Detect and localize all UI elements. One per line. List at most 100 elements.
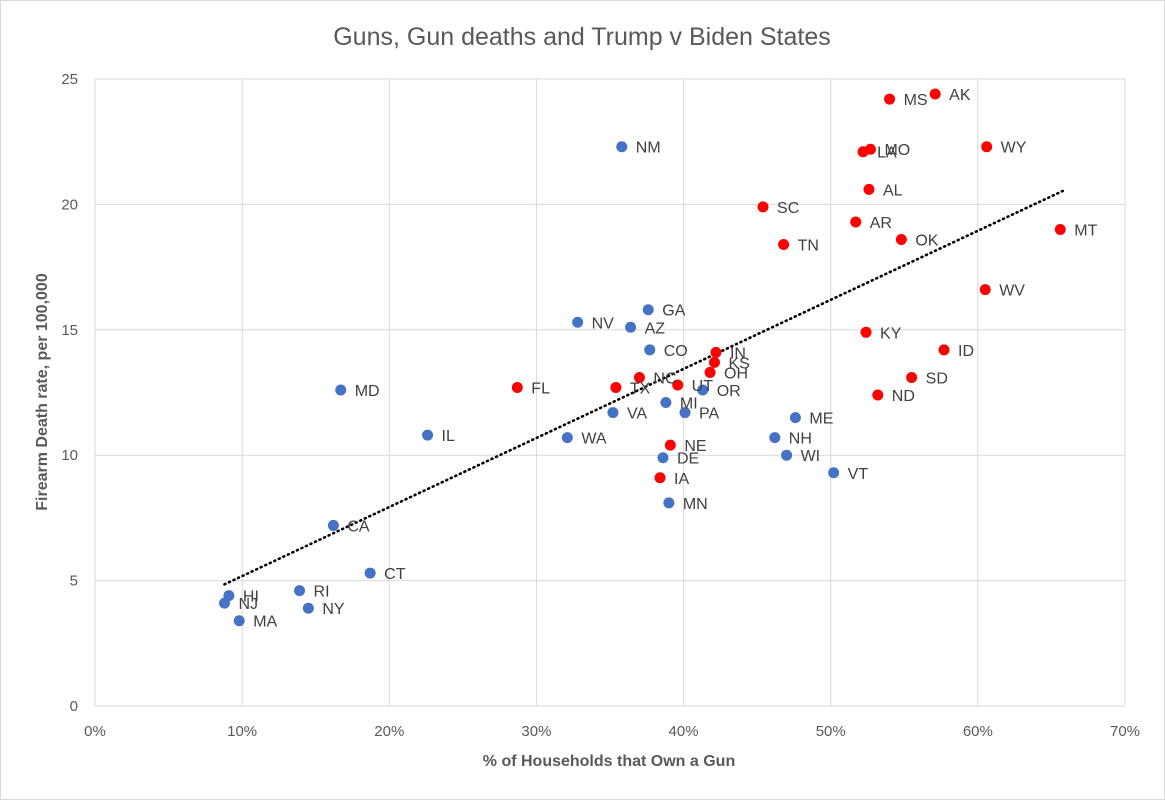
data-label-fl: FL bbox=[531, 380, 550, 397]
data-label-ga: GA bbox=[662, 303, 685, 320]
data-point-mt bbox=[1054, 223, 1066, 235]
data-point-nc bbox=[633, 371, 645, 383]
data-point-tn bbox=[778, 239, 790, 251]
trendline bbox=[223, 188, 1068, 586]
data-label-ct: CT bbox=[384, 566, 406, 583]
data-point-wa bbox=[561, 432, 573, 444]
data-point-id bbox=[938, 344, 950, 356]
data-point-az bbox=[625, 321, 637, 333]
x-axis-label: % of Households that Own a Gun bbox=[483, 753, 735, 770]
y-axis-ticks: 0 5 10 15 20 25 bbox=[61, 71, 78, 715]
data-label-tx: TX bbox=[630, 380, 651, 397]
data-label-mn: MN bbox=[683, 496, 708, 513]
data-label-va: VA bbox=[627, 406, 647, 423]
data-label-ma: MA bbox=[253, 614, 277, 631]
data-label-or: OR bbox=[717, 383, 741, 400]
x-tick-label: 30% bbox=[521, 723, 551, 740]
data-label-ak: AK bbox=[949, 87, 971, 104]
data-label-ny: NY bbox=[322, 601, 345, 618]
y-axis-label: Firearm Death rate, per 100,000 bbox=[34, 273, 51, 511]
data-label-ri: RI bbox=[314, 584, 330, 601]
data-label-nd: ND bbox=[892, 388, 915, 405]
data-point-ar bbox=[850, 216, 862, 228]
data-point-nm bbox=[616, 141, 628, 153]
data-point-va bbox=[607, 407, 619, 419]
data-point-ok bbox=[895, 234, 907, 246]
data-point-oh bbox=[704, 366, 716, 378]
data-label-nj: NJ bbox=[238, 596, 258, 613]
data-point-ut bbox=[672, 379, 684, 391]
data-label-pa: PA bbox=[699, 406, 719, 423]
data-label-wv: WV bbox=[999, 283, 1025, 300]
data-point-md bbox=[335, 384, 347, 396]
data-label-ne: NE bbox=[684, 438, 706, 455]
data-label-az: AZ bbox=[645, 320, 666, 337]
y-tick-label: 0 bbox=[70, 698, 78, 715]
data-point-mi bbox=[660, 397, 672, 409]
data-label-vt: VT bbox=[848, 466, 869, 483]
data-point-wv bbox=[979, 284, 991, 296]
data-point-nd bbox=[872, 389, 884, 401]
data-points bbox=[218, 88, 1066, 627]
data-label-co: CO bbox=[664, 343, 688, 360]
data-label-il: IL bbox=[442, 428, 455, 445]
data-label-la: LA bbox=[877, 145, 897, 162]
data-label-mt: MT bbox=[1074, 222, 1097, 239]
data-point-ks bbox=[708, 356, 720, 368]
data-point-me bbox=[789, 412, 801, 424]
data-point-il bbox=[422, 429, 434, 441]
data-point-de bbox=[657, 452, 669, 464]
data-label-ms: MS bbox=[904, 92, 928, 109]
y-tick-label: 10 bbox=[61, 447, 78, 464]
data-label-mi: MI bbox=[680, 396, 698, 413]
data-point-wy bbox=[981, 141, 993, 153]
data-point-ky bbox=[860, 326, 872, 338]
data-point-ny bbox=[302, 602, 314, 614]
y-tick-label: 5 bbox=[70, 573, 78, 590]
trendline-layer bbox=[223, 188, 1068, 586]
data-point-co bbox=[644, 344, 656, 356]
data-label-wy: WY bbox=[1001, 140, 1027, 157]
data-point-ia bbox=[654, 472, 666, 484]
data-point-in bbox=[710, 346, 722, 358]
x-tick-label: 60% bbox=[963, 723, 993, 740]
data-label-sd: SD bbox=[926, 370, 948, 387]
x-tick-label: 40% bbox=[669, 723, 699, 740]
data-label-mo: MO bbox=[884, 142, 910, 159]
data-label-ky: KY bbox=[880, 325, 902, 342]
data-point-nj bbox=[218, 597, 230, 609]
data-point-pa bbox=[679, 407, 691, 419]
x-tick-label: 70% bbox=[1110, 723, 1140, 740]
data-label-ca: CA bbox=[347, 518, 370, 535]
data-point-tx bbox=[610, 381, 622, 393]
data-point-wi bbox=[781, 449, 793, 461]
data-label-nv: NV bbox=[592, 315, 615, 332]
data-point-ct bbox=[364, 567, 376, 579]
data-label-nm: NM bbox=[636, 140, 661, 157]
data-point-ri bbox=[294, 585, 306, 597]
data-point-ak bbox=[929, 88, 941, 100]
data-label-nc: NC bbox=[653, 370, 676, 387]
data-point-mo bbox=[864, 143, 876, 155]
data-point-sd bbox=[906, 371, 918, 383]
data-point-nh bbox=[769, 432, 781, 444]
data-point-ma bbox=[233, 615, 245, 627]
data-label-al: AL bbox=[883, 182, 903, 199]
data-label-ks: KS bbox=[728, 355, 749, 372]
data-point-vt bbox=[828, 467, 840, 479]
data-point-mn bbox=[663, 497, 675, 509]
x-tick-label: 10% bbox=[227, 723, 257, 740]
x-axis-ticks: 0% 10% 20% 30% 40% 50% 60% 70% bbox=[84, 723, 1140, 740]
y-tick-label: 25 bbox=[61, 71, 78, 88]
chart-title: Guns, Gun deaths and Trump v Biden State… bbox=[333, 23, 831, 51]
data-point-nv bbox=[572, 316, 584, 328]
data-point-ca bbox=[327, 519, 339, 531]
data-label-tn: TN bbox=[798, 238, 819, 255]
x-tick-label: 20% bbox=[374, 723, 404, 740]
data-label-nh: NH bbox=[789, 431, 812, 448]
data-label-sc: SC bbox=[777, 200, 799, 217]
data-point-sc bbox=[757, 201, 769, 213]
data-label-ok: OK bbox=[915, 233, 938, 250]
